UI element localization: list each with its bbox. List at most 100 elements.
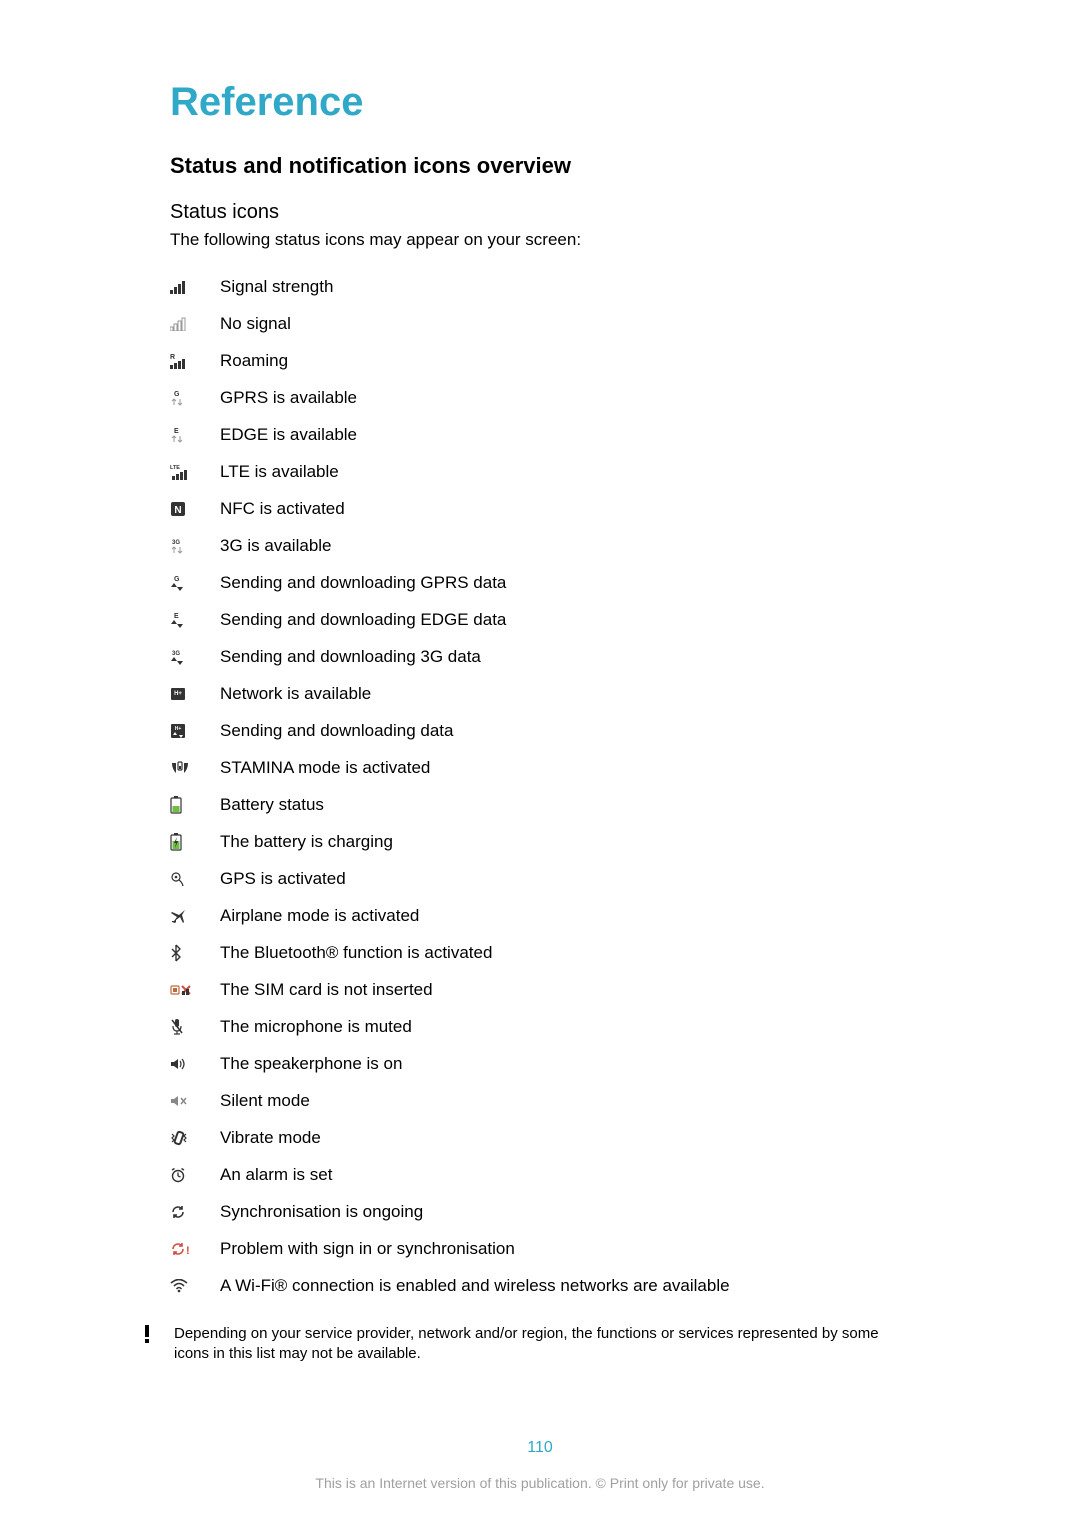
svg-text:H+: H+ xyxy=(174,691,182,697)
list-item: E Sending and downloading EDGE data xyxy=(170,601,910,638)
list-item: LTE LTE is available xyxy=(170,453,910,490)
item-label: EDGE is available xyxy=(220,425,357,445)
svg-text:3G: 3G xyxy=(172,540,180,546)
item-label: Network is available xyxy=(220,684,371,704)
item-label: Vibrate mode xyxy=(220,1128,321,1148)
item-label: GPS is activated xyxy=(220,869,346,889)
item-label: Problem with sign in or synchronisation xyxy=(220,1239,515,1259)
note-text: Depending on your service provider, netw… xyxy=(174,1324,910,1365)
list-item: E EDGE is available xyxy=(170,416,910,453)
nfc-icon: N xyxy=(170,501,220,517)
item-label: The microphone is muted xyxy=(220,1017,412,1037)
list-item: H+ Sending and downloading data xyxy=(170,712,910,749)
airplane-mode-icon xyxy=(170,908,220,924)
list-item: ! Problem with sign in or synchronisatio… xyxy=(170,1230,910,1267)
svg-text:LTE: LTE xyxy=(170,465,180,471)
stamina-mode-icon xyxy=(170,761,220,775)
mic-muted-icon xyxy=(170,1018,220,1036)
svg-text:N: N xyxy=(174,505,181,516)
item-label: The Bluetooth® function is activated xyxy=(220,943,492,963)
alarm-set-icon xyxy=(170,1167,220,1183)
list-item: Airplane mode is activated xyxy=(170,897,910,934)
item-label: 3G is available xyxy=(220,536,332,556)
note: Depending on your service provider, netw… xyxy=(170,1324,910,1365)
item-label: NFC is activated xyxy=(220,499,345,519)
item-label: Airplane mode is activated xyxy=(220,906,419,926)
status-icon-list: Signal strength No signal R xyxy=(170,268,910,1304)
item-label: No signal xyxy=(220,314,291,334)
item-label: LTE is available xyxy=(220,462,339,482)
list-item: R Roaming xyxy=(170,342,910,379)
item-label: Sending and downloading data xyxy=(220,721,453,741)
list-item: Signal strength xyxy=(170,268,910,305)
list-item: H+ Network is available xyxy=(170,675,910,712)
svg-text:G: G xyxy=(174,391,180,398)
list-item: N NFC is activated xyxy=(170,490,910,527)
item-label: Signal strength xyxy=(220,277,333,297)
list-item: Battery status xyxy=(170,786,910,823)
list-item: Silent mode xyxy=(170,1082,910,1119)
list-item: Vibrate mode xyxy=(170,1119,910,1156)
list-item: No signal xyxy=(170,305,910,342)
list-item: The battery is charging xyxy=(170,823,910,860)
svg-text:E: E xyxy=(174,428,179,435)
list-item: Synchronisation is ongoing xyxy=(170,1193,910,1230)
list-item: The SIM card is not inserted xyxy=(170,971,910,1008)
item-label: A Wi-Fi® connection is enabled and wirel… xyxy=(220,1276,730,1296)
list-item: A Wi-Fi® connection is enabled and wirel… xyxy=(170,1267,910,1304)
item-label: Sending and downloading 3G data xyxy=(220,647,481,667)
network-available-icon: H+ xyxy=(170,687,220,701)
svg-text:G: G xyxy=(174,576,180,583)
gprs-data-icon: G xyxy=(170,575,220,591)
3g-data-icon: 3G xyxy=(170,649,220,665)
note-warning-icon xyxy=(140,1324,154,1344)
item-label: The SIM card is not inserted xyxy=(220,980,433,1000)
item-label: Sending and downloading EDGE data xyxy=(220,610,506,630)
item-label: GPRS is available xyxy=(220,388,357,408)
sync-ongoing-icon xyxy=(170,1204,220,1220)
svg-text:R: R xyxy=(170,354,175,361)
gprs-available-icon: G xyxy=(170,390,220,406)
data-transfer-icon: H+ xyxy=(170,723,220,739)
item-label: An alarm is set xyxy=(220,1165,332,1185)
item-label: Battery status xyxy=(220,795,324,815)
sync-problem-icon: ! xyxy=(170,1241,220,1257)
battery-charging-icon xyxy=(170,833,220,851)
svg-text:3G: 3G xyxy=(172,651,180,657)
battery-status-icon xyxy=(170,796,220,814)
page-title: Reference xyxy=(170,80,910,125)
svg-text:!: ! xyxy=(186,1245,190,1257)
edge-data-icon: E xyxy=(170,612,220,628)
list-item: STAMINA mode is activated xyxy=(170,749,910,786)
list-item: G Sending and downloading GPRS data xyxy=(170,564,910,601)
list-item: GPS is activated xyxy=(170,860,910,897)
no-signal-icon xyxy=(170,317,220,331)
list-item: An alarm is set xyxy=(170,1156,910,1193)
item-label: Roaming xyxy=(220,351,288,371)
list-item: The speakerphone is on xyxy=(170,1045,910,1082)
list-item: The microphone is muted xyxy=(170,1008,910,1045)
lead-text: The following status icons may appear on… xyxy=(170,230,910,250)
page: Reference Status and notification icons … xyxy=(0,0,1080,1527)
list-item: 3G Sending and downloading 3G data xyxy=(170,638,910,675)
list-item: G GPRS is available xyxy=(170,379,910,416)
list-item: 3G 3G is available xyxy=(170,527,910,564)
item-label: Synchronisation is ongoing xyxy=(220,1202,423,1222)
bluetooth-icon xyxy=(170,944,220,962)
section-heading: Status and notification icons overview xyxy=(170,153,910,179)
footer-text: This is an Internet version of this publ… xyxy=(0,1475,1080,1491)
roaming-icon: R xyxy=(170,353,220,369)
subsection-heading: Status icons xyxy=(170,201,910,224)
speakerphone-icon xyxy=(170,1057,220,1071)
gps-icon xyxy=(170,871,220,887)
item-label: STAMINA mode is activated xyxy=(220,758,430,778)
sim-not-inserted-icon xyxy=(170,984,220,996)
signal-strength-icon xyxy=(170,280,220,294)
list-item: The Bluetooth® function is activated xyxy=(170,934,910,971)
item-label: Sending and downloading GPRS data xyxy=(220,573,506,593)
item-label: Silent mode xyxy=(220,1091,310,1111)
svg-text:E: E xyxy=(174,613,179,620)
item-label: The speakerphone is on xyxy=(220,1054,402,1074)
item-label: The battery is charging xyxy=(220,832,393,852)
3g-available-icon: 3G xyxy=(170,538,220,554)
